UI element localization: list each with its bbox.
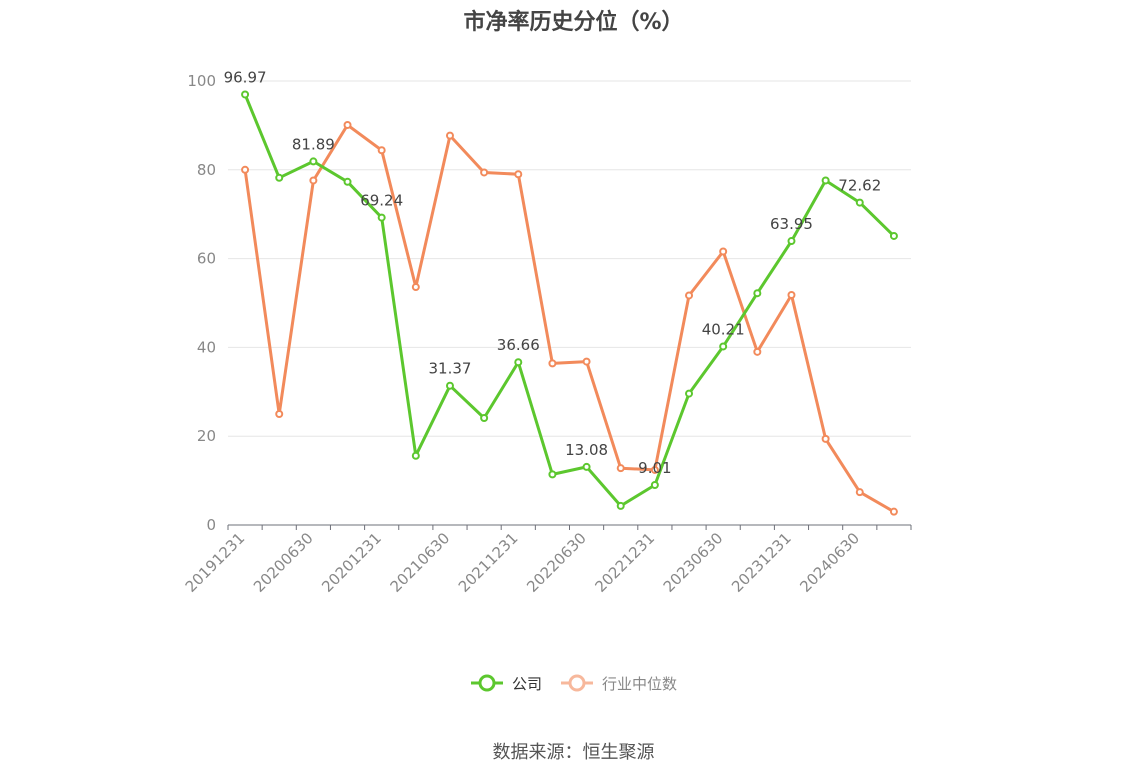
legend-company-symbol-icon bbox=[470, 674, 503, 692]
company-data-label: 63.95 bbox=[770, 215, 813, 233]
legend-item-industry[interactable]: 行业中位数 bbox=[560, 672, 677, 694]
industry-data-point bbox=[445, 131, 454, 140]
x-tick-label: 20220630 bbox=[523, 529, 590, 596]
industry-data-point bbox=[241, 165, 250, 174]
y-tick-label: 100 bbox=[187, 72, 216, 90]
y-tick-label: 80 bbox=[197, 161, 216, 179]
company-data-point bbox=[445, 381, 454, 390]
legend-industry-symbol-icon bbox=[561, 674, 593, 692]
x-tick-label: 20191231 bbox=[182, 529, 249, 596]
industry-data-point bbox=[616, 464, 625, 473]
data-label-layer: 96.97 81.89 69.24 31.37 36.66 13.08 9.01 40.21 6… bbox=[224, 68, 882, 477]
x-tick-label: 20211231 bbox=[455, 529, 522, 596]
company-data-label: 36.66 bbox=[497, 336, 540, 354]
company-data-point bbox=[480, 413, 489, 422]
legend-company-label: 公司 bbox=[511, 674, 542, 693]
x-tick-label: 20221231 bbox=[591, 529, 658, 596]
series-layer bbox=[241, 90, 898, 516]
company-data-label: 9.01 bbox=[638, 459, 671, 477]
company-data-label: 31.37 bbox=[428, 360, 471, 378]
company-data-point bbox=[343, 177, 352, 186]
company-data-point bbox=[241, 90, 250, 99]
legend: 公司 行业中位数 bbox=[0, 672, 1147, 694]
industry-data-point bbox=[855, 488, 864, 497]
company-data-point bbox=[309, 157, 318, 166]
x-tick-label: 20231231 bbox=[728, 529, 795, 596]
x-tick-label: 20200630 bbox=[250, 529, 317, 596]
company-data-point bbox=[275, 173, 284, 182]
industry-data-point bbox=[685, 291, 694, 300]
company-data-point bbox=[719, 342, 728, 351]
industry-data-point bbox=[343, 120, 352, 129]
grid-layer bbox=[228, 80, 911, 437]
industry-data-point bbox=[719, 247, 728, 256]
company-data-point bbox=[753, 289, 762, 298]
industry-data-point bbox=[275, 410, 284, 418]
company-data-point bbox=[650, 480, 659, 489]
x-tick-label: 20240630 bbox=[796, 529, 863, 596]
industry-data-point bbox=[514, 170, 523, 179]
y-tick-label: 20 bbox=[197, 427, 216, 445]
industry-data-point bbox=[787, 291, 796, 300]
source-note: 数据来源：恒生聚源 bbox=[492, 742, 655, 763]
company-data-label: 40.21 bbox=[702, 320, 745, 338]
x-tick-label: 20210630 bbox=[387, 529, 454, 596]
y-tick-label: 60 bbox=[197, 250, 216, 268]
company-data-point bbox=[411, 451, 420, 460]
y-tick-label: 0 bbox=[206, 516, 216, 534]
industry-data-point bbox=[650, 465, 659, 474]
company-data-point bbox=[616, 501, 625, 510]
chart-title: 市净率历史分位（%） bbox=[463, 10, 684, 35]
industry-data-point bbox=[377, 146, 386, 155]
company-data-point bbox=[514, 358, 523, 367]
industry-data-point bbox=[889, 507, 898, 516]
x-tick-label: 20201231 bbox=[318, 529, 385, 596]
x-tick-label: 20230630 bbox=[660, 529, 727, 596]
industry-data-point bbox=[411, 283, 420, 292]
company-data-point bbox=[582, 462, 591, 471]
company-data-point bbox=[821, 176, 830, 185]
company-data-label: 81.89 bbox=[292, 135, 335, 153]
industry-data-point bbox=[753, 347, 762, 356]
series-line-industry bbox=[243, 123, 895, 514]
industry-data-point bbox=[821, 434, 830, 443]
company-data-point bbox=[685, 389, 694, 398]
company-data-point bbox=[787, 237, 796, 246]
industry-data-point bbox=[582, 357, 591, 366]
series-line-company bbox=[243, 93, 895, 508]
industry-data-point bbox=[480, 168, 489, 177]
legend-industry-label: 行业中位数 bbox=[602, 674, 678, 693]
company-data-label: 69.24 bbox=[360, 192, 403, 210]
company-data-point bbox=[548, 470, 557, 479]
industry-data-point bbox=[309, 176, 318, 185]
company-data-label: 13.08 bbox=[565, 441, 608, 459]
company-data-label: 72.62 bbox=[838, 177, 881, 195]
company-data-point bbox=[889, 231, 898, 240]
company-data-point bbox=[377, 213, 386, 222]
y-tick-label: 40 bbox=[197, 338, 216, 356]
company-data-label: 96.97 bbox=[224, 68, 267, 86]
industry-data-point bbox=[548, 359, 557, 368]
legend-item-company[interactable]: 公司 bbox=[470, 672, 542, 694]
company-data-point bbox=[855, 198, 864, 207]
